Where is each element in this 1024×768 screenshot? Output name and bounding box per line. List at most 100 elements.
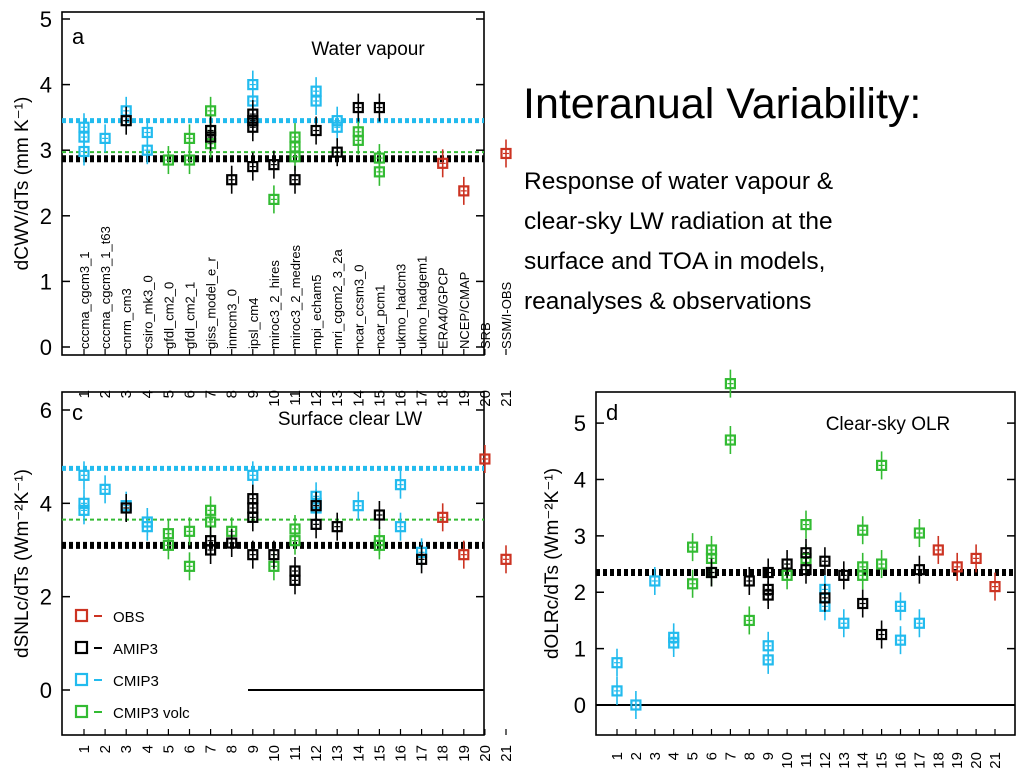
x-tick-label: 3 (118, 390, 135, 398)
x-tick-label: 3 (647, 752, 664, 760)
model-name-label: inmcm3_0 (225, 289, 240, 349)
amip3-point (120, 502, 132, 514)
cmip3-point (394, 521, 407, 533)
model-name-label: gfdl_cm2_1 (183, 282, 198, 349)
x-tick-label: 15 (874, 752, 891, 768)
x-tick-label: 5 (685, 752, 702, 760)
slide-description: Response of water vapour & clear-sky LW … (524, 162, 994, 322)
amip3-point (310, 124, 322, 137)
cmip3-volc-point (205, 516, 217, 528)
x-tick-label: 6 (182, 745, 199, 753)
x-tick-label: 11 (287, 745, 304, 761)
amip3-point (289, 574, 301, 586)
y-tick-label: 4 (574, 467, 586, 492)
x-tick-label: 2 (628, 752, 645, 760)
x-tick-label: 12 (308, 745, 325, 762)
x-tick-label: 9 (245, 745, 262, 753)
model-name-label: giss_model_e_r (204, 257, 219, 349)
y-tick-label: 0 (40, 335, 52, 360)
x-tick-label: 17 (414, 390, 431, 407)
y-tick-label: 0 (40, 678, 52, 703)
cmip3-point (99, 132, 111, 144)
cmip3-volc-point (268, 193, 280, 205)
amip3-point (331, 146, 343, 158)
cmip3-volc-point (289, 151, 301, 163)
model-name-label: cccma_cgcm3_1 (77, 251, 92, 349)
amip3-point (838, 569, 850, 581)
x-tick-label: 11 (798, 752, 815, 768)
y-tick-label: 6 (40, 398, 52, 423)
model-name-label: ipsl_cm4 (246, 298, 261, 349)
amip3-point (289, 174, 301, 186)
amip3-point (416, 553, 428, 565)
y-tick-label: 3 (40, 138, 52, 163)
legend-swatch (74, 640, 89, 655)
y-tick-label: 1 (40, 269, 52, 294)
cmip3-volc-point (352, 134, 364, 146)
cmip3-point (894, 634, 907, 646)
amip3-point (226, 174, 238, 186)
amip3-point (913, 564, 926, 576)
x-tick-label: 20 (477, 745, 494, 762)
amip3-point (226, 537, 238, 549)
x-tick-label: 10 (779, 752, 796, 768)
x-tick-label: 5 (160, 390, 177, 398)
cmip3-volc-point (183, 154, 196, 166)
slide-description-line: surface and TOA in models, (524, 248, 826, 275)
model-name-label: ncar_ccsm3_0 (351, 264, 366, 349)
cmip3-volc-point (743, 614, 755, 627)
slide-description-line: reanalyses & observations (524, 288, 812, 315)
model-name-label: SSM/I-OBS (499, 281, 514, 349)
cmip3-volc-point (205, 105, 217, 117)
obs-point (970, 552, 982, 565)
x-tick-label: 8 (224, 745, 241, 753)
x-tick-label: 20 (968, 752, 985, 768)
slide-description-line: Response of water vapour & (524, 168, 834, 195)
model-name-label: gfdl_cm2_0 (161, 282, 176, 349)
cmip3-point (838, 617, 850, 629)
x-tick-label: 19 (456, 390, 473, 407)
cmip3-point (611, 657, 623, 669)
obs-point (500, 553, 512, 565)
x-tick-label: 5 (160, 745, 177, 753)
model-name-label: ncar_pcm1 (372, 285, 387, 349)
x-tick-label: 8 (224, 390, 241, 398)
amip3-point (781, 558, 793, 570)
cmip3-point (630, 699, 642, 711)
cmip3-point (78, 469, 90, 481)
x-tick-label: 7 (722, 752, 739, 760)
x-tick-label: 11 (287, 390, 304, 406)
x-tick-label: 13 (329, 745, 346, 762)
cmip3-volc-point (857, 524, 869, 536)
x-tick-label: 7 (203, 390, 220, 398)
cmip3-volc-point (686, 578, 699, 590)
cmip3-volc-point (724, 434, 737, 446)
amip3-point (800, 564, 812, 576)
amip3-point (819, 555, 831, 567)
cmip3-volc-point (875, 459, 888, 471)
model-name-label: cnrm_cm3 (119, 288, 134, 349)
cmip3-volc-point (373, 539, 385, 551)
amip3-point (247, 161, 259, 173)
cmip3-point (310, 95, 322, 107)
model-name-label: ERA40/GPCP (436, 267, 451, 349)
amip3-point (120, 115, 132, 127)
obs-point (932, 544, 944, 556)
cmip3-volc-point (724, 378, 737, 390)
amip3-point (352, 101, 364, 114)
amip3-point (205, 544, 217, 556)
cmip3-point (913, 617, 926, 629)
plot-frame (61, 391, 485, 736)
x-tick-label: 17 (911, 752, 928, 768)
legend-swatch (74, 672, 89, 687)
x-tick-label: 14 (855, 752, 872, 768)
obs-point (951, 561, 963, 573)
model-name-label: SRB (478, 322, 493, 349)
amip3-point (247, 121, 259, 133)
cmip3-volc-point (183, 132, 196, 144)
x-tick-label: 21 (498, 745, 515, 762)
model-name-label: cccma_cgcm3_1_t63 (98, 226, 113, 349)
x-tick-label: 6 (704, 752, 721, 760)
